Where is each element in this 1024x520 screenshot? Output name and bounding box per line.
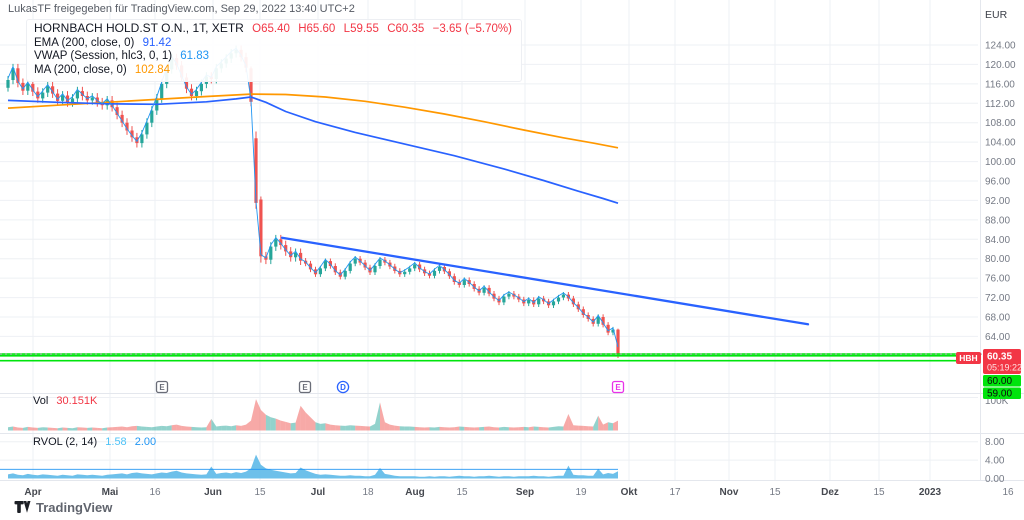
svg-text:16: 16: [1002, 487, 1014, 498]
svg-text:84.00: 84.00: [985, 235, 1010, 246]
tradingview-brand-text[interactable]: TradingView: [36, 500, 113, 515]
last-price-badge: [983, 349, 1021, 374]
svg-text:60.00: 60.00: [987, 376, 1012, 387]
svg-text:76.00: 76.00: [985, 274, 1010, 285]
symbol-price-flag: [956, 352, 981, 364]
svg-text:4.00: 4.00: [985, 456, 1005, 467]
rvol-value-2: 2.00: [134, 436, 157, 448]
svg-text:05:19:22: 05:19:22: [987, 363, 1022, 373]
ohlc-high: H65.60: [298, 23, 336, 35]
vwap-value: 61.83: [180, 50, 210, 62]
alert-price-badge: [983, 387, 1021, 399]
symbol-title: HORNBACH HOLD.ST O.N., 1T, XETR: [34, 21, 244, 35]
ohlc-open: O65.40: [252, 23, 290, 35]
svg-text:EUR: EUR: [985, 9, 1008, 21]
trendline-drawing: [280, 236, 810, 326]
svg-text:96.00: 96.00: [985, 176, 1010, 187]
svg-text:E: E: [159, 383, 165, 392]
svg-text:19: 19: [575, 487, 587, 498]
volume-legend-row[interactable]: Vol 30.151K: [33, 395, 97, 407]
svg-text:15: 15: [769, 487, 781, 498]
change-value: −3.65 (−5.70%): [432, 23, 512, 35]
svg-text:124.00: 124.00: [985, 41, 1016, 52]
svg-text:120.00: 120.00: [985, 60, 1016, 71]
svg-text:HBH: HBH: [959, 353, 977, 363]
svg-text:Nov: Nov: [720, 487, 739, 498]
ma200-line: [7, 93, 619, 149]
earnings-icon: [155, 380, 169, 394]
svg-text:59.00: 59.00: [987, 389, 1012, 400]
rvol-value-1: 1.58: [105, 436, 127, 448]
ohlc-close: C60.35: [387, 23, 425, 35]
price-axis[interactable]: [980, 0, 1024, 480]
indicator-row-vwap[interactable]: VWAP (Session, hlc3, 0, 1) 61.83: [34, 50, 512, 64]
volume-area: [8, 399, 618, 431]
earnings-icon: [298, 380, 312, 394]
svg-text:112.00: 112.00: [985, 99, 1015, 110]
footer: TradingView: [14, 499, 112, 516]
dividend-icon: [336, 380, 350, 394]
svg-text:Mai: Mai: [102, 487, 119, 498]
svg-text:100.00: 100.00: [985, 157, 1016, 168]
svg-text:18: 18: [362, 487, 374, 498]
svg-text:8.00: 8.00: [985, 437, 1005, 448]
svg-text:16: 16: [149, 487, 161, 498]
svg-text:68.00: 68.00: [985, 312, 1010, 323]
ema200-line: [7, 96, 619, 205]
svg-text:E: E: [615, 383, 621, 392]
svg-text:E: E: [302, 383, 308, 392]
svg-text:15: 15: [254, 487, 266, 498]
vwap-label: VWAP (Session, hlc3, 0, 1): [34, 50, 173, 62]
svg-text:17: 17: [669, 487, 681, 498]
ma-label: MA (200, close, 0): [34, 63, 127, 76]
svg-text:2023: 2023: [919, 487, 942, 498]
ma-value: 102.84: [134, 63, 171, 76]
svg-text:Okt: Okt: [621, 487, 638, 498]
svg-text:D: D: [340, 383, 346, 392]
svg-text:Dez: Dez: [821, 487, 839, 498]
volume-value: 30.151K: [56, 395, 98, 407]
volume-label: Vol: [33, 395, 49, 407]
svg-text:Apr: Apr: [24, 487, 41, 498]
svg-text:116.00: 116.00: [985, 79, 1015, 90]
vwap-line: [7, 47, 619, 348]
legend-panel: HORNBACH HOLD.ST O.N., 1T, XETR O65.40 H…: [26, 19, 522, 82]
candles: [6, 45, 620, 358]
svg-text:60.35: 60.35: [987, 352, 1012, 363]
svg-text:80.00: 80.00: [985, 254, 1010, 265]
svg-text:104.00: 104.00: [985, 138, 1016, 149]
svg-text:100K: 100K: [985, 396, 1009, 407]
svg-text:Jun: Jun: [204, 487, 222, 498]
earnings-icon: [611, 380, 625, 394]
svg-text:72.00: 72.00: [985, 293, 1010, 304]
svg-text:88.00: 88.00: [985, 215, 1010, 226]
svg-text:Sep: Sep: [516, 487, 534, 498]
svg-text:0.00: 0.00: [985, 474, 1005, 485]
svg-text:64.00: 64.00: [985, 332, 1010, 343]
svg-text:15: 15: [456, 487, 468, 498]
ema-value: 91.42: [142, 36, 172, 49]
svg-text:Aug: Aug: [405, 487, 424, 498]
svg-text:108.00: 108.00: [985, 118, 1016, 129]
svg-text:Jul: Jul: [311, 487, 326, 498]
ohlc-low: L59.55: [343, 23, 379, 35]
rvol-area: [8, 454, 618, 479]
attribution-text: LukasTF freigegeben für TradingView.com,…: [8, 3, 355, 15]
rvol-label: RVOL (2, 14): [33, 436, 98, 448]
svg-text:15: 15: [873, 487, 885, 498]
indicator-row-ma[interactable]: MA (200, close, 0) 102.84: [34, 64, 512, 78]
time-axis[interactable]: [0, 481, 1024, 500]
ema-label: EMA (200, close, 0): [34, 36, 135, 49]
symbol-row[interactable]: HORNBACH HOLD.ST O.N., 1T, XETR O65.40 H…: [34, 21, 512, 37]
indicator-row-ema[interactable]: EMA (200, close, 0) 91.42: [34, 37, 512, 51]
alert-price-badge: [983, 375, 1021, 387]
rvol-legend-row[interactable]: RVOL (2, 14) 1.58 2.00: [33, 436, 156, 448]
svg-text:92.00: 92.00: [985, 196, 1010, 207]
tradingview-logo-icon[interactable]: [14, 499, 31, 516]
